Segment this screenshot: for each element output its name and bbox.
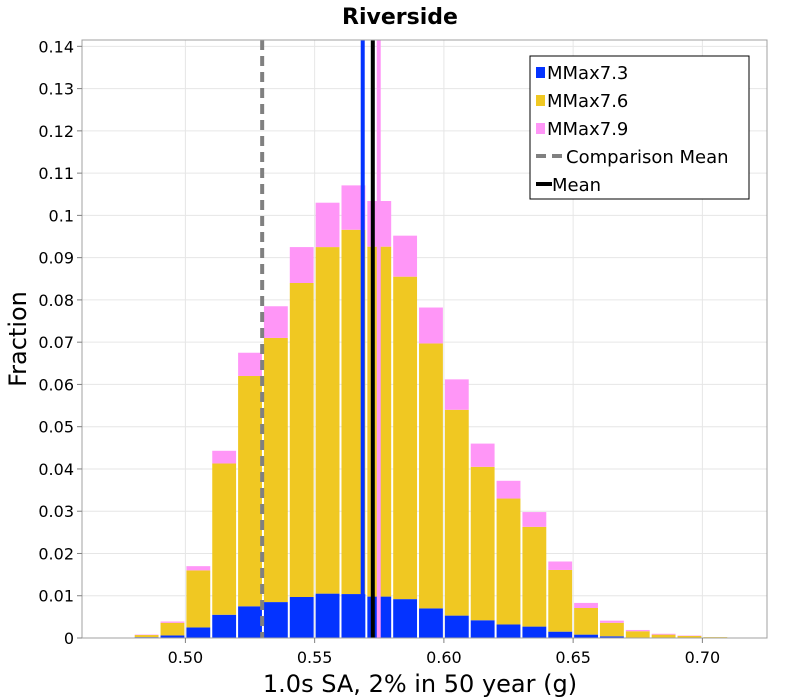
bar-segment-mmax7-6 — [444, 409, 469, 616]
plot-frame — [81, 39, 768, 639]
legend-label-mmax7-6: MMax7.6 — [547, 91, 628, 112]
bar-segment-mmax7-9 — [315, 202, 340, 248]
bar-segment-mmax7-9 — [625, 629, 650, 632]
bar-segment-mmax7-6 — [677, 635, 702, 638]
bar-segment-mmax7-3 — [186, 627, 211, 638]
bar-segment-mmax7-3 — [496, 624, 521, 638]
y-tick-label: 0.14 — [38, 37, 74, 56]
bar-segment-mmax7-3 — [289, 597, 314, 638]
y-axis-label: Fraction — [4, 291, 32, 387]
bar-segment-mmax7-3 — [470, 620, 495, 638]
y-tick-label: 0.07 — [38, 333, 74, 352]
bar-segment-mmax7-3 — [548, 631, 573, 638]
y-tick-label: 0.03 — [38, 502, 74, 521]
bar-segment-mmax7-9 — [419, 307, 443, 344]
bar-segment-mmax7-3 — [522, 626, 547, 638]
bar-segment-mmax7-9 — [212, 450, 237, 464]
bar-segment-mmax7-3 — [444, 615, 469, 638]
bar-segment-mmax7-6 — [134, 635, 159, 638]
x-tick-label: 0.50 — [168, 648, 204, 667]
legend-label-mmax7-9: MMax7.9 — [547, 119, 628, 140]
legend-swatch-mmax7-9 — [536, 123, 545, 134]
bar-segment-mmax7-9 — [263, 306, 288, 338]
legend-label-mean: Mean — [552, 175, 601, 196]
bar-segment-mmax7-6 — [341, 229, 366, 595]
y-tick-label: 0.02 — [38, 544, 74, 563]
bar-segment-mmax7-9 — [444, 379, 469, 410]
y-tick-label: 0.04 — [38, 460, 74, 479]
y-tick-label: 0.1 — [49, 206, 74, 225]
bar-segment-mmax7-6 — [186, 570, 211, 628]
bar-segment-mmax7-6 — [496, 498, 521, 625]
bar-segment-mmax7-9 — [496, 480, 521, 499]
y-tick-label: 0.12 — [38, 122, 74, 141]
bar-segment-mmax7-3 — [238, 606, 262, 638]
bar-segment-mmax7-6 — [212, 463, 237, 615]
reference-lines — [260, 40, 381, 638]
bar-segment-mmax7-9 — [548, 561, 573, 570]
bar-segment-mmax7-9 — [470, 443, 495, 467]
y-axis-ticks: 0 0.01 0.02 0.03 0.04 0.05 0.06 0.07 0.08 0.09 0.1… — [38, 37, 82, 648]
x-axis-label: 1.0s SA, 2% in 50 year (g) — [263, 670, 577, 698]
legend: MMax7.3 MMax7.6 MMax7.9 Comparison Mean Mean — [529, 55, 750, 200]
bar-segment-mmax7-6 — [548, 569, 573, 632]
bar-segment-mmax7-9 — [522, 512, 547, 527]
x-tick-label: 0.55 — [297, 648, 333, 667]
x-tick-label: 0.70 — [685, 648, 721, 667]
bar-segment-mmax7-6 — [625, 631, 650, 638]
y-tick-label: 0.01 — [38, 587, 74, 606]
bar-segment-mmax7-6 — [522, 526, 547, 627]
bar-segment-mmax7-3 — [574, 634, 598, 638]
bar-segment-mmax7-6 — [574, 607, 598, 635]
bar-segment-mmax7-6 — [599, 622, 624, 637]
x-tick-label: 0.65 — [555, 648, 591, 667]
bar-segment-mmax7-3 — [263, 602, 288, 638]
x-axis-ticks: 0.50 0.55 0.60 0.65 0.70 — [168, 638, 721, 667]
y-tick-label: 0.05 — [38, 418, 74, 437]
bar-segment-mmax7-6 — [470, 466, 495, 621]
y-tick-label: 0.09 — [38, 249, 74, 268]
y-tick-label: 0.08 — [38, 291, 74, 310]
bar-segment-mmax7-6 — [315, 247, 340, 594]
y-tick-label: 0.11 — [38, 164, 74, 183]
x-tick-label: 0.60 — [426, 648, 462, 667]
bar-segment-mmax7-9 — [651, 633, 676, 635]
y-tick-label: 0 — [64, 629, 74, 648]
bar-segment-mmax7-9 — [289, 247, 314, 284]
legend-swatch-mmax7-6 — [536, 95, 545, 106]
chart-title: Riverside — [342, 5, 458, 30]
bars — [134, 185, 754, 638]
bar-segment-mmax7-9 — [186, 566, 211, 571]
bar-segment-mmax7-6 — [393, 276, 418, 600]
bar-segment-mmax7-3 — [160, 635, 185, 638]
legend-label-mmax7-3: MMax7.3 — [547, 63, 628, 84]
bar-segment-mmax7-6 — [289, 283, 314, 598]
bar-segment-mmax7-9 — [238, 352, 262, 376]
legend-label-comparison-mean: Comparison Mean — [566, 147, 729, 168]
bar-segment-mmax7-6 — [651, 634, 676, 638]
bar-segment-mmax7-6 — [160, 622, 185, 636]
bar-segment-mmax7-3 — [341, 594, 366, 638]
y-tick-label: 0.06 — [38, 375, 74, 394]
bar-segment-mmax7-3 — [419, 608, 443, 638]
bar-segment-mmax7-3 — [212, 614, 237, 638]
legend-swatch-mmax7-3 — [536, 67, 545, 78]
bar-segment-mmax7-9 — [160, 621, 185, 623]
bar-segment-mmax7-6 — [238, 375, 262, 607]
bar-segment-mmax7-3 — [393, 599, 418, 638]
bar-segment-mmax7-3 — [315, 593, 340, 638]
y-tick-label: 0.13 — [38, 80, 74, 99]
legend-box — [529, 55, 750, 200]
bar-segment-mmax7-3 — [599, 636, 624, 638]
bar-segment-mmax7-6 — [419, 343, 443, 609]
bar-segment-mmax7-9 — [393, 235, 418, 277]
bar-segment-mmax7-9 — [574, 602, 598, 608]
bar-segment-mmax7-9 — [599, 620, 624, 623]
bar-segment-mmax7-9 — [341, 185, 366, 230]
bar-segment-mmax7-6 — [263, 337, 288, 603]
